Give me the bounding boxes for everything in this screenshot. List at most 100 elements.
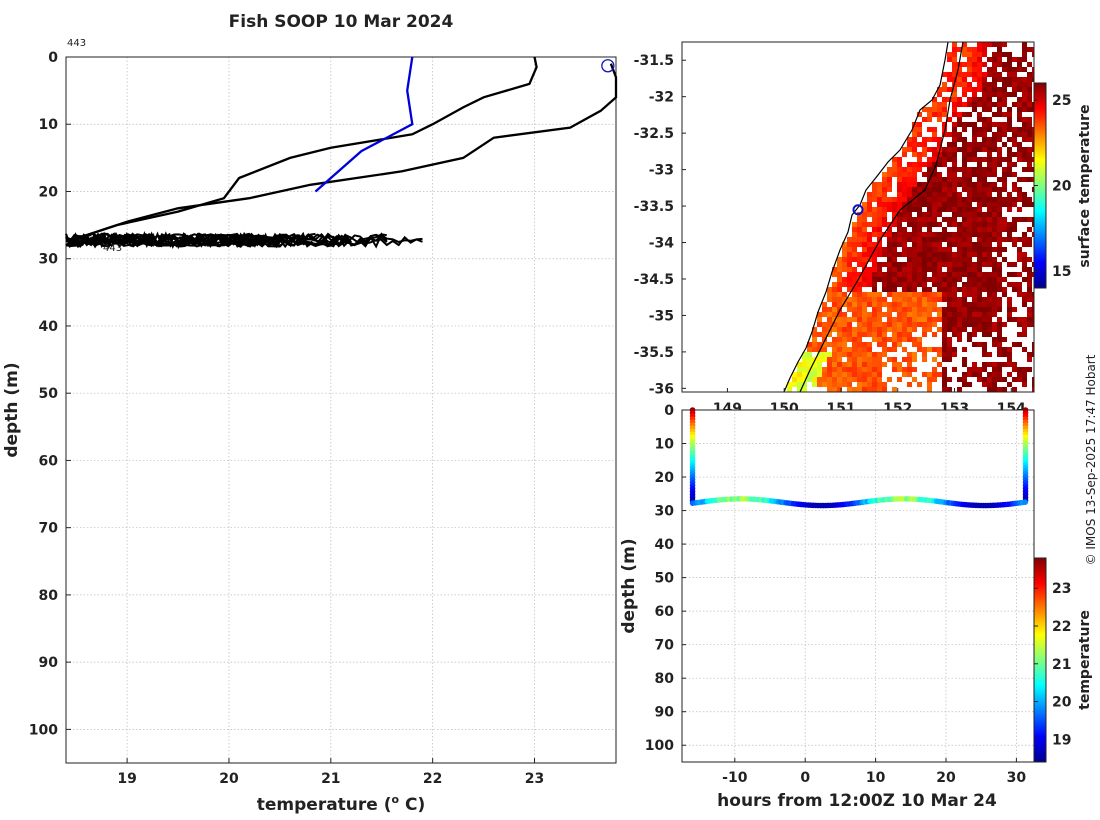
sst-cell [882,332,887,337]
sst-cell [982,347,987,352]
sst-cell [847,327,852,332]
sst-cell [897,187,902,192]
sst-cell [882,352,887,357]
sst-cell [832,382,837,387]
sst-cell [1027,137,1032,142]
sst-cell [952,147,957,152]
sst-cell [972,62,977,67]
sst-cell [947,247,952,252]
sst-cell [952,322,957,327]
sst-cell [937,317,942,322]
sst-cell [887,167,892,172]
sst-cell [952,62,957,67]
sst-cell [927,372,932,377]
sst-cell [927,197,932,202]
sst-cell [1002,142,1007,147]
sst-cell [947,352,952,357]
sst-cell [877,297,882,302]
sst-cell [867,367,872,372]
sst-cell [937,107,942,112]
sst-cell [842,377,847,382]
sst-cell [892,277,897,282]
sst-cell [992,87,997,92]
sst-cell [972,227,977,232]
sst-cell [932,372,937,377]
sst-cell [852,242,857,247]
sst-cell [972,262,977,267]
sst-cell [907,232,912,237]
temperature-colorbar [1034,558,1046,762]
sst-cell [947,242,952,247]
sst-cell [982,182,987,187]
sst-cell [987,202,992,207]
sst-cell [847,252,852,257]
sst-cell [997,77,1002,82]
sst-cell [947,312,952,317]
sst-cell [1007,172,1012,177]
sst-cell [982,167,987,172]
sst-cell [997,387,1002,392]
sst-cell [952,87,957,92]
sst-cell [912,247,917,252]
sst-cell [962,347,967,352]
sst-cell [982,287,987,292]
sst-cell [992,372,997,377]
sst-cell [952,92,957,97]
sst-cell [957,242,962,247]
sst-cell [917,167,922,172]
sst-cell [952,187,957,192]
sst-cell [982,272,987,277]
sst-cell [952,112,957,117]
sst-cell [1007,167,1012,172]
sst-cell [877,357,882,362]
sst-cell [817,372,822,377]
sst-cell [927,252,932,257]
sst-cell [1027,122,1032,127]
sst-cell [1032,137,1034,142]
sst-cell [962,162,967,167]
sst-cell [927,302,932,307]
sst-cell [952,202,957,207]
sst-cell [952,237,957,242]
sst-cell [857,327,862,332]
sst-cell [987,117,992,122]
sst-cell [972,92,977,97]
sst-cell [962,212,967,217]
sst-cell [862,237,867,242]
section-y-tick-label: 10 [655,437,675,453]
sst-cell [877,222,882,227]
sst-cell [1032,302,1034,307]
sst-cell [997,377,1002,382]
sst-cell [982,177,987,182]
sst-cell [952,242,957,247]
sst-cell [982,297,987,302]
sst-cell [992,212,997,217]
sst-cell [912,177,917,182]
sst-cell [842,317,847,322]
sst-cell [897,232,902,237]
sst-cell [977,127,982,132]
sst-cell [962,47,967,52]
sst-cell [972,332,977,337]
sst-cell [897,267,902,272]
sst-cell [957,287,962,292]
sst-cell [1012,142,1017,147]
sst-cell [872,387,877,392]
sst-cell [1032,222,1034,227]
sst-cell [852,282,857,287]
profile-y-tick-label: 20 [39,184,59,200]
sst-cell [952,257,957,262]
sst-cell [857,217,862,222]
sst-cell [837,322,842,327]
sst-cell [1022,267,1027,272]
sst-cell [982,187,987,192]
sst-cell [852,227,857,232]
sst-cell [982,197,987,202]
sst-cell [1027,307,1032,312]
sst-cell [977,257,982,262]
sst-cell [1022,372,1027,377]
section-scatter [689,407,1029,509]
sst-cell [862,317,867,322]
sst-heatmap [787,42,1034,392]
sst-cell [912,227,917,232]
